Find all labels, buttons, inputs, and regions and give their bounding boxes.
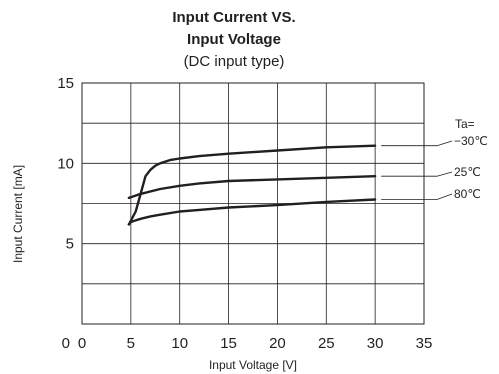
x-tick-label: 35 (416, 335, 433, 352)
x-tick-label: 30 (367, 335, 384, 352)
legend-entry-1: 25℃ (454, 165, 481, 179)
tick-labels: 0 5 10 15 20 25 30 35 0 5 10 15 (57, 75, 432, 352)
x-tick-label: 5 (127, 335, 135, 352)
legend-title: Ta= (455, 117, 475, 131)
legend-leader-1 (381, 171, 453, 177)
series-line-0 (127, 144, 377, 226)
y-axis-label: Input Current [mA] (11, 165, 25, 263)
x-tick-label: 15 (220, 335, 237, 352)
chart-title: Input Current VS. (172, 9, 295, 26)
series-layer (127, 144, 377, 226)
x-tick-label: 10 (171, 335, 188, 352)
legend-entry-0: −30℃ (454, 134, 488, 148)
y-tick-label: 15 (57, 75, 74, 92)
legend-leader-0 (381, 140, 453, 147)
legend-leader-2 (381, 193, 453, 200)
legend-entry-2: 80℃ (454, 187, 481, 201)
x-tick-label: 25 (318, 335, 335, 352)
chart-title-line-2: Input Voltage (187, 31, 281, 48)
grid (82, 83, 424, 324)
x-tick-label: 0 (78, 335, 86, 352)
y-tick-label: 0 (62, 335, 70, 352)
y-tick-label: 10 (57, 155, 74, 172)
series-line-1 (127, 174, 377, 200)
y-tick-label: 5 (66, 236, 74, 253)
plot-area-frame (81, 82, 425, 325)
chart-subtitle: (DC input type) (184, 53, 285, 70)
x-axis-label: Input Voltage [V] (209, 358, 297, 372)
x-tick-label: 20 (269, 335, 286, 352)
legend: Ta= −30℃ 25℃ 80℃ (381, 117, 488, 201)
series-line-2 (127, 198, 377, 226)
